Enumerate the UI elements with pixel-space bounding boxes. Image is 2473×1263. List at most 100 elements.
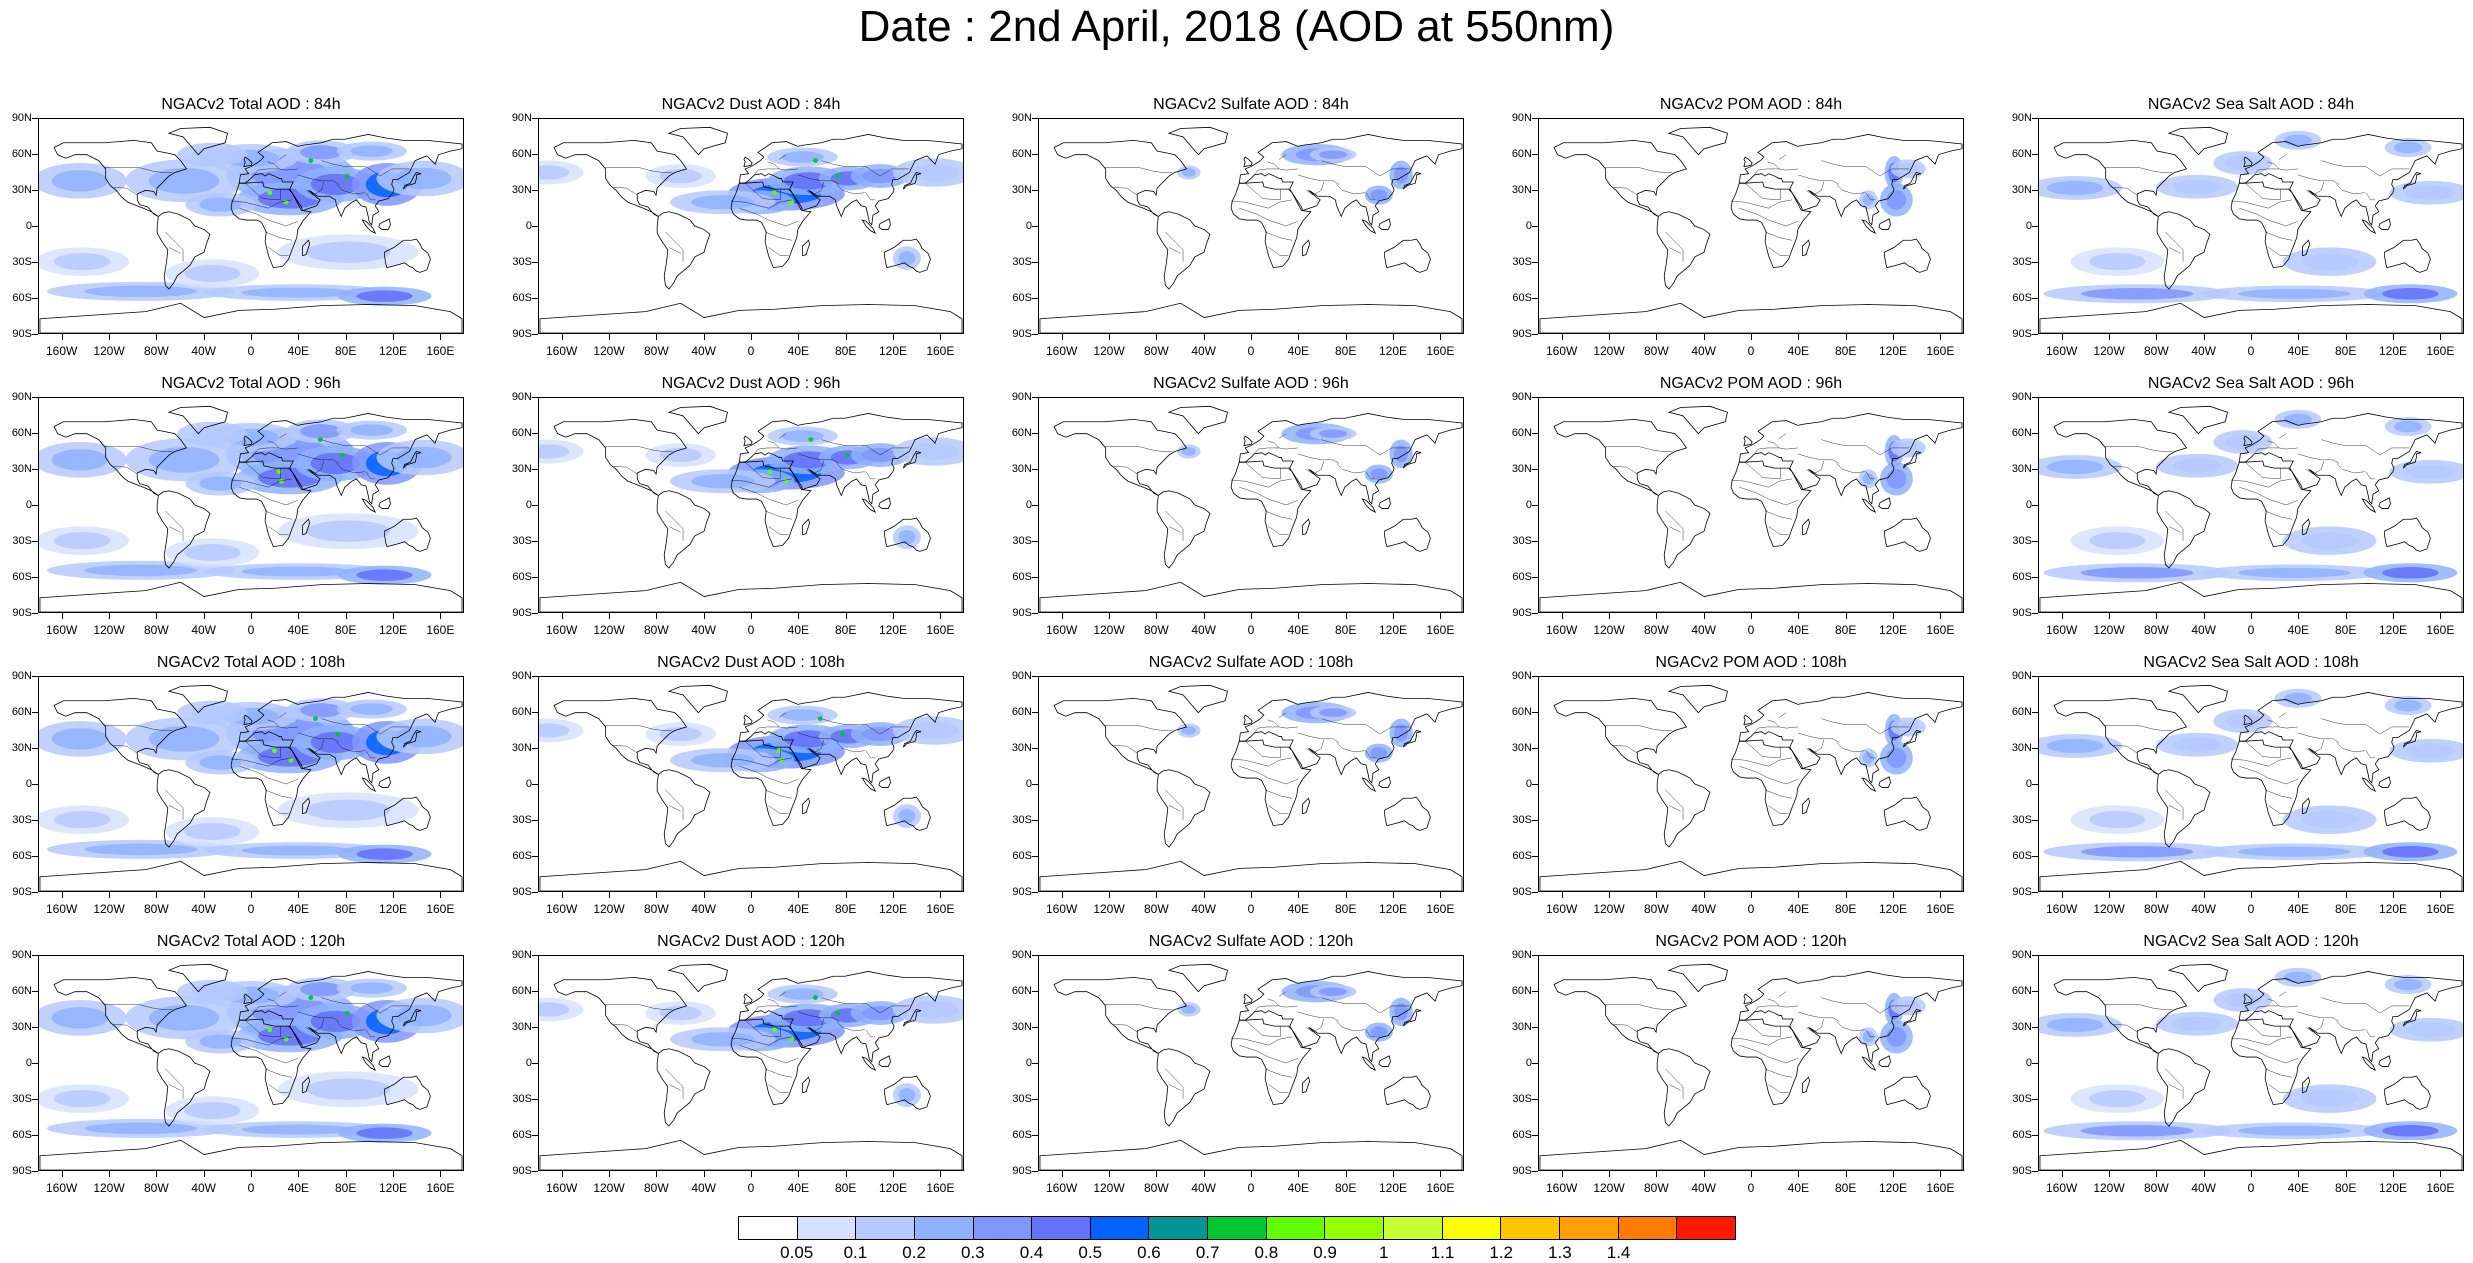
aod-plume xyxy=(1181,168,1196,177)
map-panel: NGACv2 Sea Salt AOD : 108h 90N 60N 30N 0 30S 6… xyxy=(2000,654,2464,924)
axis-tick xyxy=(1440,1171,1442,1177)
coastline xyxy=(2378,218,2391,230)
axis-tick xyxy=(1061,334,1063,340)
axis-tick xyxy=(32,1099,38,1100)
axis-tick xyxy=(1061,613,1063,619)
aod-plume xyxy=(310,1010,361,1033)
axis-tick xyxy=(1032,262,1038,263)
aod-plume xyxy=(2225,434,2261,450)
aod-plume xyxy=(356,569,413,581)
longitude-label: 40W xyxy=(1191,902,1216,916)
colorbar-label: 1.2 xyxy=(1489,1243,1513,1262)
longitude-label: 160W xyxy=(2045,902,2078,916)
latitude-label: 60S xyxy=(12,571,32,583)
longitude-label: 40W xyxy=(191,344,216,358)
country-border xyxy=(768,526,789,535)
longitude-label: 40E xyxy=(787,344,809,358)
latitude-label: 30N xyxy=(511,463,532,475)
country-border xyxy=(779,433,787,439)
coastline xyxy=(156,211,211,290)
axis-tick xyxy=(2032,226,2038,227)
axis-tick xyxy=(1940,613,1942,619)
axis-tick xyxy=(1032,541,1038,542)
map-plot xyxy=(538,118,964,334)
latitude-label: 0 xyxy=(525,778,532,790)
panel-title: NGACv2 Sulfate AOD : 84h xyxy=(1153,96,1349,113)
aod-plume xyxy=(1370,747,1388,759)
coastline xyxy=(2243,435,2253,447)
aod-hotspot xyxy=(279,478,284,484)
axis-tick xyxy=(1032,955,1038,956)
coastline xyxy=(1730,739,1812,827)
axis-tick xyxy=(1798,892,1800,898)
coastline xyxy=(1553,419,1688,496)
coastline xyxy=(802,239,811,257)
longitude-label: 160W xyxy=(1045,1181,1078,1195)
country-border xyxy=(1731,199,1793,209)
coastline xyxy=(2053,419,2188,496)
axis-tick xyxy=(1032,190,1038,191)
axis-tick xyxy=(156,1171,158,1177)
colorbar-swatch xyxy=(1442,1217,1502,1239)
longitude-label: 160W xyxy=(545,1181,578,1195)
map-plot xyxy=(538,676,964,892)
coastline xyxy=(1861,1056,1877,1072)
coastline xyxy=(1384,796,1431,831)
coastline xyxy=(2302,239,2311,257)
country-border xyxy=(613,187,638,196)
coastline xyxy=(243,993,253,1005)
aod-hotspot xyxy=(835,1010,841,1016)
latitude-label: 90N xyxy=(1511,391,1532,403)
axis-tick xyxy=(2032,991,2038,992)
axis-tick xyxy=(1532,1063,1538,1064)
country-border xyxy=(1779,712,1787,718)
aod-hotspot xyxy=(308,158,314,163)
country-border xyxy=(2321,997,2345,1004)
latitude-label: 60N xyxy=(2011,985,2032,997)
axis-tick xyxy=(1032,397,1038,398)
world-map xyxy=(539,684,963,891)
axis-tick xyxy=(2032,577,2038,578)
aod-plume xyxy=(2405,743,2456,758)
coastline xyxy=(1730,181,1812,269)
aod-plume xyxy=(54,253,111,271)
coastline xyxy=(302,239,311,257)
aod-plume xyxy=(2238,288,2351,299)
country-border xyxy=(1665,510,1684,541)
country-border xyxy=(836,742,865,753)
axis-tick xyxy=(2251,613,2252,619)
latitude-label: 30N xyxy=(1511,463,1532,475)
country-border xyxy=(344,445,410,456)
coastline xyxy=(2402,172,2422,190)
aod-plume xyxy=(1318,150,1348,159)
country-border xyxy=(267,440,280,449)
map-panel: NGACv2 POM AOD : 108h 90N 60N 30N 0 30S 60S 90S… xyxy=(1500,654,1964,924)
longitude-label: 40E xyxy=(287,1181,309,1195)
coastline xyxy=(238,134,463,226)
latitude-label: 30S xyxy=(1012,814,1032,826)
axis-tick xyxy=(109,1171,110,1177)
coastline xyxy=(539,581,963,612)
colorbar-swatch xyxy=(1501,1217,1560,1239)
aod-field xyxy=(539,705,963,828)
aod-plume xyxy=(2089,253,2146,271)
country-border xyxy=(731,478,793,488)
latitude-label: 60N xyxy=(2011,148,2032,160)
latitude-label: 90S xyxy=(12,1165,32,1177)
longitude-label: 80W xyxy=(1643,1181,1669,1195)
country-border xyxy=(231,1036,293,1046)
axis-tick xyxy=(2061,1171,2063,1177)
country-border xyxy=(2344,1003,2410,1014)
country-border xyxy=(1821,160,1845,167)
axis-tick xyxy=(609,613,610,619)
axis-tick xyxy=(1032,298,1038,299)
colorbar-swatch xyxy=(1618,1217,1678,1239)
aod-field xyxy=(2039,967,2463,1141)
aod-plume xyxy=(191,705,234,720)
coastline xyxy=(1656,1048,1711,1127)
longitude-label: 120W xyxy=(593,344,625,358)
country-border xyxy=(805,1018,824,1033)
axis-tick xyxy=(1751,1171,1752,1177)
coastline xyxy=(1039,860,1463,891)
coastline xyxy=(1243,714,1253,726)
